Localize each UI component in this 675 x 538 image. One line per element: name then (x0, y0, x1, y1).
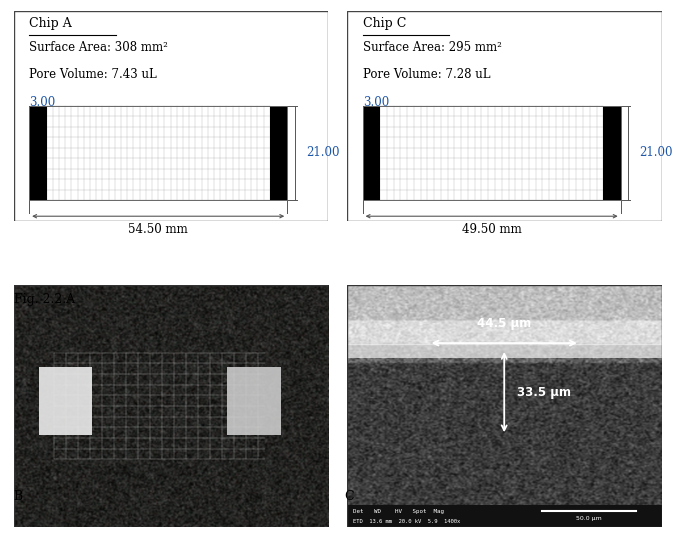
Text: C: C (344, 490, 354, 502)
Text: Fig. 2.2.A: Fig. 2.2.A (14, 293, 75, 306)
Text: 49.50 mm: 49.50 mm (462, 223, 522, 236)
Bar (29, 105, 47, 201)
Text: 21.00: 21.00 (639, 146, 673, 159)
Text: 33.5 μm: 33.5 μm (517, 386, 571, 399)
Bar (29, 105, 287, 201)
Text: Pore Volume: 7.43 uL: Pore Volume: 7.43 uL (29, 68, 157, 81)
Text: Det   WD    HV   Spot  Mag: Det WD HV Spot Mag (353, 509, 444, 514)
Text: Surface Area: 308 mm²: Surface Area: 308 mm² (29, 41, 168, 54)
Text: Chip A: Chip A (29, 17, 72, 30)
Bar (347, 505, 662, 527)
Bar (380, 105, 603, 201)
Text: 54.50 mm: 54.50 mm (128, 223, 188, 236)
Text: 50.0 µm: 50.0 µm (576, 515, 602, 521)
Text: 3.00: 3.00 (362, 96, 389, 109)
Text: Chip C: Chip C (362, 17, 406, 30)
Text: 21.00: 21.00 (306, 146, 340, 159)
Bar (362, 105, 380, 201)
Text: Pore Volume: 7.28 uL: Pore Volume: 7.28 uL (362, 68, 490, 81)
Bar (270, 105, 287, 201)
Text: 3.00: 3.00 (29, 96, 55, 109)
Text: Surface Area: 295 mm²: Surface Area: 295 mm² (362, 41, 502, 54)
Bar (362, 105, 620, 201)
Bar (347, 344, 662, 358)
Text: ETD  13.6 mm  20.0 kV  5.9  1400x: ETD 13.6 mm 20.0 kV 5.9 1400x (353, 519, 460, 523)
Text: 44.5 μm: 44.5 μm (477, 317, 531, 330)
Bar (38, 367, 92, 435)
Bar (227, 367, 281, 435)
Bar (603, 105, 620, 201)
Bar (47, 105, 270, 201)
Text: B: B (14, 490, 23, 502)
